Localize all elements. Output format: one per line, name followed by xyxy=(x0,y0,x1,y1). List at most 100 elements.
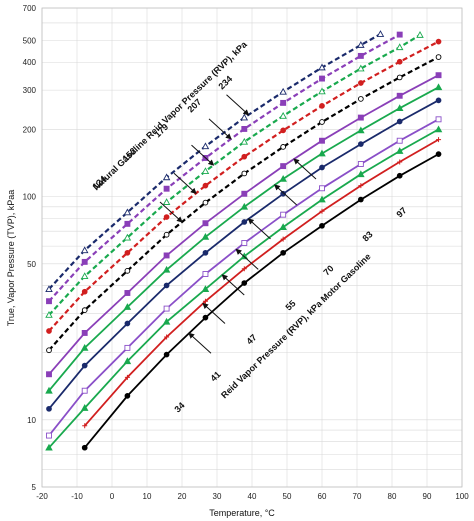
data-point-rvp-124 xyxy=(241,170,248,177)
data-point-rvp-124 xyxy=(358,96,364,102)
rvp-label-55: 55 xyxy=(283,298,297,312)
data-point-rvp-47 xyxy=(434,125,443,133)
data-point-rvp-234 xyxy=(123,208,132,216)
y-tick-label: 10 xyxy=(27,416,36,425)
data-point-rvp-55 xyxy=(202,271,209,277)
rvp-label-234: 234 xyxy=(216,74,234,92)
x-tick-label: 90 xyxy=(423,492,432,501)
y-tick-label: 300 xyxy=(23,86,37,95)
rvp-label-70: 70 xyxy=(321,263,335,277)
x-tick-label: 100 xyxy=(455,492,469,501)
data-point-rvp-47 xyxy=(123,357,132,365)
data-point-rvp-41 xyxy=(319,208,325,214)
data-point-rvp-234 xyxy=(357,41,365,48)
data-point-rvp-34 xyxy=(163,351,170,358)
natural-gasoline-group-label: Natural Gasoline Reid Vapor Pressure (RV… xyxy=(91,39,250,193)
data-point-rvp-70 xyxy=(396,118,403,125)
leader-arrow-rvp-124 xyxy=(159,201,183,223)
y-tick-label: 700 xyxy=(23,4,37,13)
y-tick-label: 500 xyxy=(23,37,37,46)
data-point-rvp-83 xyxy=(162,265,171,273)
data-point-rvp-179 xyxy=(240,137,249,145)
data-point-rvp-124 xyxy=(46,347,52,354)
data-point-rvp-97 xyxy=(435,72,442,79)
data-point-rvp-70 xyxy=(81,362,88,369)
data-point-rvp-55 xyxy=(319,185,325,192)
data-point-rvp-83 xyxy=(80,343,89,351)
plot-frame xyxy=(41,7,463,488)
data-point-rvp-41 xyxy=(436,137,442,143)
y-tick-label: 5 xyxy=(32,483,37,492)
data-point-rvp-97 xyxy=(280,163,287,170)
x-tick-label: 0 xyxy=(110,492,115,501)
data-point-rvp-41 xyxy=(82,423,88,429)
data-point-rvp-70 xyxy=(124,320,131,327)
data-point-rvp-234 xyxy=(201,142,210,150)
data-point-rvp-179 xyxy=(162,198,171,205)
data-point-rvp-97 xyxy=(241,190,248,197)
x-tick-label: 40 xyxy=(248,492,257,501)
data-point-rvp-55 xyxy=(46,432,52,439)
data-point-rvp-179 xyxy=(123,233,132,241)
data-point-rvp-83 xyxy=(240,202,249,210)
data-point-rvp-207 xyxy=(124,220,131,227)
data-point-rvp-179 xyxy=(45,311,53,318)
x-tick-label: 20 xyxy=(178,492,187,501)
x-tick-label: 50 xyxy=(283,492,292,501)
annotations: Natural Gasoline Reid Vapor Pressure (RV… xyxy=(90,39,408,415)
series-line-rvp-124 xyxy=(48,56,440,351)
x-tick-label: 30 xyxy=(213,492,222,501)
data-point-rvp-124 xyxy=(124,267,131,274)
data-point-rvp-55 xyxy=(396,137,403,144)
data-point-rvp-34 xyxy=(280,249,287,256)
data-point-rvp-207 xyxy=(163,185,170,192)
data-point-rvp-97 xyxy=(124,290,131,296)
data-point-rvp-47 xyxy=(201,285,210,292)
y-tick-label: 50 xyxy=(27,260,36,269)
data-point-rvp-124 xyxy=(202,199,209,206)
x-tick-label: 60 xyxy=(318,492,327,501)
data-point-rvp-152 xyxy=(124,249,131,256)
series-line-rvp-179 xyxy=(48,34,421,316)
data-point-rvp-34 xyxy=(241,280,248,286)
data-point-rvp-234 xyxy=(80,246,89,254)
data-point-rvp-83 xyxy=(279,175,287,182)
data-point-rvp-34 xyxy=(435,151,442,157)
data-point-rvp-207 xyxy=(241,125,248,132)
data-point-rvp-83 xyxy=(434,83,443,91)
data-point-rvp-55 xyxy=(435,116,442,123)
data-point-rvp-207 xyxy=(46,298,52,305)
x-tick-label: -20 xyxy=(36,492,48,501)
y-axis-label: True, Vapor Pressure (TVP), kPaa xyxy=(6,190,16,327)
data-point-rvp-70 xyxy=(435,97,442,104)
data-point-rvp-41 xyxy=(280,236,286,242)
data-point-rvp-234 xyxy=(45,285,53,292)
motor-gasoline-group-label: Reid Vapor Pressure (RVP), kPa Motor Gas… xyxy=(219,251,373,400)
data-point-rvp-207 xyxy=(396,31,403,38)
data-point-rvp-207 xyxy=(81,258,88,265)
data-point-rvp-124 xyxy=(163,231,170,238)
data-point-rvp-47 xyxy=(45,443,53,451)
y-tick-label: 400 xyxy=(23,58,37,67)
data-point-rvp-83 xyxy=(395,104,404,112)
data-point-rvp-97 xyxy=(46,371,52,378)
data-point-rvp-83 xyxy=(123,303,132,310)
data-point-rvp-97 xyxy=(163,252,170,259)
data-point-rvp-55 xyxy=(124,344,131,351)
data-point-rvp-97 xyxy=(81,330,88,336)
data-point-rvp-55 xyxy=(163,305,170,312)
data-point-rvp-83 xyxy=(357,126,365,134)
data-point-rvp-41 xyxy=(358,183,364,189)
data-point-rvp-97 xyxy=(202,220,209,227)
data-point-rvp-34 xyxy=(358,196,364,203)
data-point-rvp-152 xyxy=(46,328,52,334)
data-point-rvp-83 xyxy=(201,232,210,240)
data-point-rvp-34 xyxy=(202,314,209,321)
data-point-rvp-234 xyxy=(279,87,287,95)
data-point-rvp-97 xyxy=(357,114,364,121)
data-point-rvp-179 xyxy=(80,272,89,280)
data-point-rvp-70 xyxy=(358,141,364,147)
data-point-rvp-124 xyxy=(435,54,442,60)
x-tick-label: -10 xyxy=(71,492,83,501)
